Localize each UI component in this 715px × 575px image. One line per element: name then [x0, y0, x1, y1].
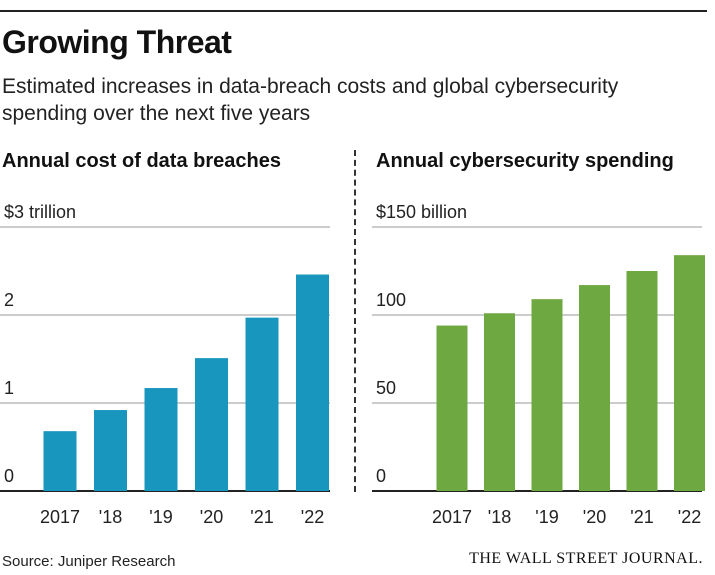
y-tick-label: 0	[4, 466, 14, 486]
x-tick-label: '21	[630, 507, 653, 527]
bar-21	[245, 317, 279, 491]
x-tick-label: '18	[488, 507, 511, 527]
x-tick-label: '22	[678, 507, 701, 527]
panel-title: Annual cybersecurity spending	[376, 150, 674, 172]
x-tick-label: 2017	[40, 507, 80, 527]
x-tick-label: '19	[535, 507, 558, 527]
y-tick-label: $150 billion	[376, 202, 467, 222]
chart-title: Growing Threat	[2, 24, 232, 60]
bar-21	[626, 271, 658, 491]
bar-19	[531, 299, 563, 491]
chart-subtitle: Estimated increases in data-breach costs…	[2, 75, 619, 125]
panel-title: Annual cost of data breaches	[2, 150, 281, 172]
bar-18	[484, 313, 515, 491]
x-tick-label: '21	[250, 507, 273, 527]
x-tick-label: 2017	[432, 507, 472, 527]
y-tick-label: $3 trillion	[4, 202, 76, 222]
bar-20	[195, 358, 228, 491]
y-tick-label: 0	[376, 466, 386, 486]
publisher-logo: THE WALL STREET JOURNAL.	[469, 550, 703, 567]
source-note: Source: Juniper Research	[2, 553, 176, 570]
y-tick-label: 2	[4, 290, 14, 310]
bar-2017	[43, 431, 77, 491]
bar-22	[296, 274, 329, 491]
y-tick-label: 1	[4, 378, 14, 398]
bar-19	[144, 388, 178, 491]
bar-20	[579, 285, 610, 491]
breach-cost-chart: Annual cost of data breaches 0 1 2 $3 trilli…	[0, 150, 330, 527]
x-tick-label: '18	[99, 507, 122, 527]
y-tick-label: 50	[376, 378, 396, 398]
bar-2017	[436, 325, 468, 491]
x-tick-label: '20	[583, 507, 606, 527]
x-tick-label: '20	[200, 507, 223, 527]
y-tick-label: 100	[376, 290, 406, 310]
panel-divider	[354, 150, 356, 492]
x-tick-label: '19	[149, 507, 172, 527]
bar-18	[94, 410, 127, 491]
bar-22	[674, 255, 705, 491]
x-tick-label: '22	[301, 507, 324, 527]
security-spending-chart: Annual cybersecurity spending 0 50 100 $150 …	[372, 150, 705, 527]
top-rule	[0, 10, 707, 12]
